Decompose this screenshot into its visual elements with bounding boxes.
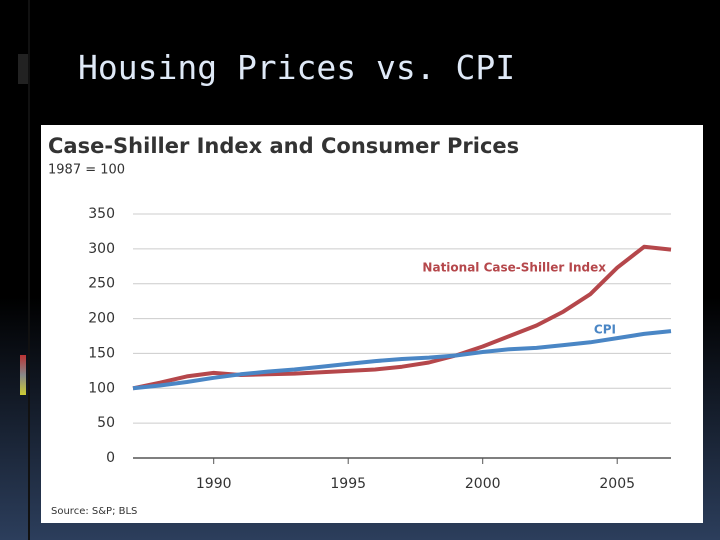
series-label: CPI (594, 323, 616, 337)
series-label: National Case-Shiller Index (422, 261, 606, 275)
line (132, 244, 672, 391)
chart-title: Case-Shiller Index and Consumer Prices (48, 134, 519, 158)
y-tick-label: 0 (106, 450, 115, 466)
line (132, 329, 672, 391)
x-tick-label: 1995 (330, 476, 366, 492)
chart: Case-Shiller Index and Consumer Prices 1… (41, 125, 703, 523)
source: Source: S&P; BLS (51, 506, 137, 517)
y-tick-label: 250 (88, 276, 115, 292)
y-tick-label: 350 (88, 206, 115, 222)
accent (28, 0, 30, 540)
x-tick-label: 2005 (599, 476, 635, 492)
slide-title: Housing Prices vs. CPI (78, 48, 516, 87)
y-tick-label: 150 (88, 345, 115, 361)
accent (18, 54, 28, 84)
chart-subtitle: 1987 = 100 (48, 163, 125, 178)
x-tick-label: 1990 (196, 476, 232, 492)
accent (20, 355, 26, 395)
y-tick-label: 300 (88, 241, 115, 257)
x-tick-label: 2000 (465, 476, 501, 492)
y-tick-label: 100 (88, 380, 115, 396)
y-tick-label: 200 (88, 311, 115, 327)
y-tick-label: 50 (97, 415, 115, 431)
